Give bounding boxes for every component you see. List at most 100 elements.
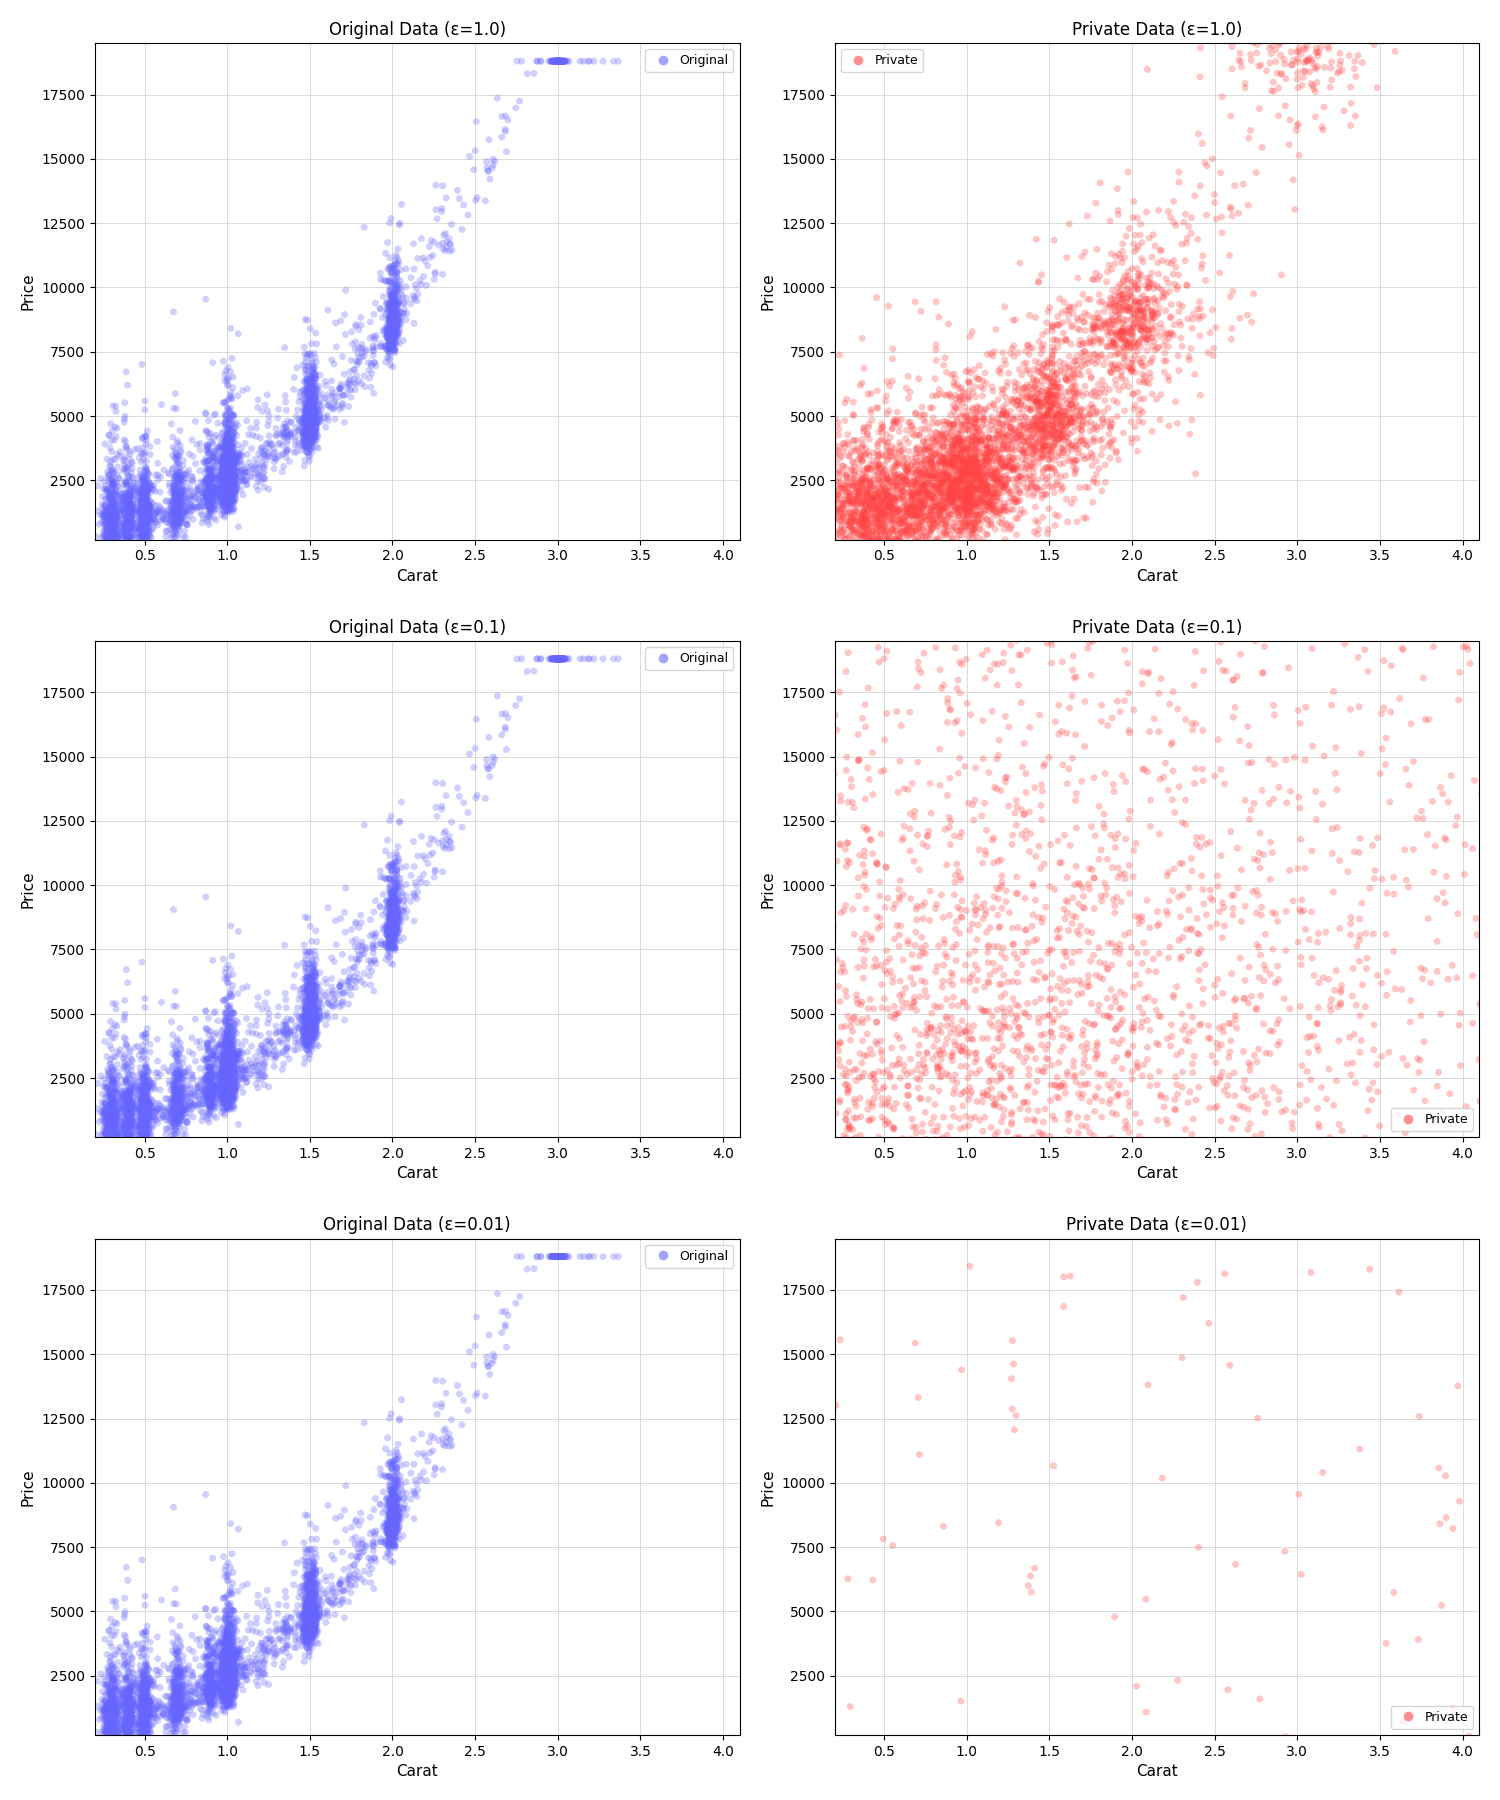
Point [336, 967, 360, 995]
Point [129, 506, 153, 535]
Point [105, 1098, 129, 1127]
Point [1064, 1168, 1088, 1197]
Point [207, 463, 231, 491]
Point [890, 504, 914, 533]
Point [216, 1652, 240, 1681]
Point [1118, 1093, 1142, 1121]
Point [1365, 1242, 1389, 1271]
Point [1492, 706, 1500, 734]
Point [670, 920, 694, 949]
Point [1182, 1042, 1206, 1071]
Point [1041, 317, 1065, 346]
Point [380, 927, 404, 956]
Point [1072, 688, 1096, 716]
Point [220, 475, 245, 504]
Point [102, 1094, 126, 1123]
Point [852, 842, 876, 871]
Point [1120, 428, 1144, 457]
Point [213, 1669, 237, 1697]
Point [822, 504, 846, 533]
Point [130, 1103, 154, 1132]
Point [216, 1627, 240, 1656]
Point [974, 448, 998, 477]
Point [132, 1685, 156, 1714]
Point [116, 1697, 140, 1726]
Point [382, 250, 406, 279]
Point [294, 351, 318, 380]
Point [132, 502, 156, 531]
Point [99, 508, 123, 536]
Point [1050, 410, 1074, 439]
Point [110, 1676, 134, 1705]
Point [915, 1359, 939, 1388]
Point [202, 1093, 226, 1121]
Point [836, 477, 860, 506]
Point [966, 477, 990, 506]
Point [94, 1105, 118, 1134]
Point [1324, 733, 1348, 761]
Point [302, 981, 326, 1010]
Point [322, 1003, 346, 1031]
Point [211, 472, 236, 500]
Point [938, 1417, 962, 1445]
Point [873, 493, 897, 522]
Point [159, 508, 183, 536]
Point [927, 457, 951, 486]
Point [758, 695, 782, 724]
Point [982, 454, 1006, 482]
Point [1112, 306, 1136, 335]
Point [291, 394, 315, 423]
Point [220, 1669, 245, 1697]
Point [382, 1483, 406, 1512]
Point [216, 484, 240, 513]
Point [764, 1323, 788, 1352]
Point [975, 475, 999, 504]
Point [214, 482, 238, 511]
Point [114, 1715, 138, 1744]
Point [132, 520, 156, 549]
Point [549, 47, 573, 76]
Point [308, 1595, 332, 1624]
Point [164, 1672, 188, 1701]
Point [210, 1651, 234, 1679]
Point [176, 1082, 200, 1111]
Point [100, 1692, 124, 1721]
Point [294, 1609, 318, 1638]
Point [211, 488, 236, 517]
Point [222, 1683, 246, 1712]
Point [136, 1688, 160, 1717]
Point [134, 509, 158, 538]
Point [94, 1118, 118, 1147]
Point [219, 427, 243, 455]
Point [1076, 1150, 1100, 1179]
Point [936, 448, 960, 477]
Point [1042, 418, 1066, 446]
Point [378, 1532, 402, 1561]
Point [1036, 396, 1060, 425]
Point [102, 1087, 126, 1116]
Point [217, 466, 242, 495]
Point [1310, 113, 1334, 142]
Point [216, 1681, 240, 1710]
Point [382, 936, 406, 965]
Point [384, 904, 408, 932]
Point [201, 1046, 225, 1075]
Point [164, 500, 188, 529]
Point [198, 1624, 222, 1652]
Point [306, 409, 330, 437]
Point [1034, 1669, 1058, 1697]
Point [1094, 949, 1118, 977]
Point [114, 1667, 138, 1696]
Point [904, 486, 928, 515]
Point [982, 1444, 1006, 1472]
Point [100, 520, 124, 549]
Point [981, 1359, 1005, 1388]
Point [219, 1658, 243, 1687]
Point [211, 1678, 236, 1706]
Point [350, 1525, 374, 1553]
Point [224, 484, 248, 513]
Point [859, 495, 883, 524]
Point [216, 1651, 240, 1679]
Point [136, 491, 160, 520]
Point [1068, 401, 1092, 430]
